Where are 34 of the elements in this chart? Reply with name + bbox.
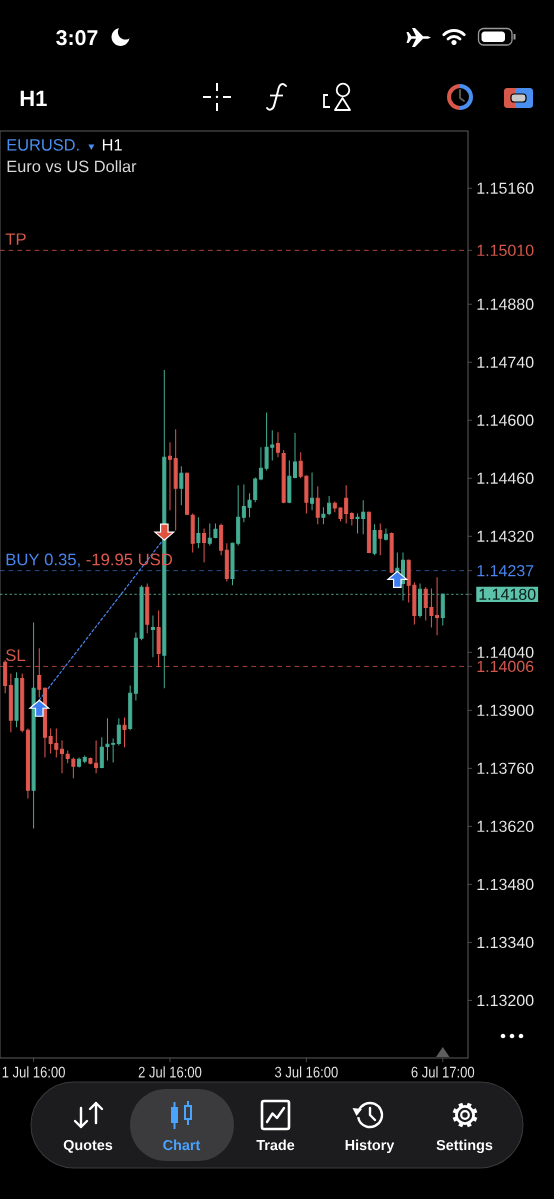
annotation: H1 — [102, 139, 122, 151]
text: Trade — [256, 1139, 295, 1151]
text: 3:07 — [56, 30, 98, 46]
ref-line-label: SL — [6, 649, 26, 662]
y-tick-label: 1.14006 — [477, 660, 534, 673]
text: Quotes — [63, 1139, 113, 1153]
ref-line-label: TP — [5, 233, 26, 245]
text: Settings — [436, 1139, 493, 1154]
y-tick-label: 1.13760 — [477, 762, 534, 774]
y-tick-label: 1.13900 — [477, 704, 534, 716]
text: H1 — [20, 90, 47, 106]
text: History — [345, 1139, 395, 1153]
y-tick-label: 1.14180 — [479, 588, 536, 600]
y-tick-label: 1.14040 — [477, 646, 534, 658]
x-tick-label: 1 Jul 16:00 — [2, 1066, 65, 1078]
x-tick-label: 6 Jul 17:00 — [411, 1066, 475, 1078]
x-tick-label: 2 Jul 16:00 — [138, 1066, 202, 1078]
ref-line-label: BUY 0.35, — [6, 553, 80, 568]
text: Chart — [163, 1139, 201, 1151]
y-tick-label: 1.15010 — [477, 244, 534, 256]
chart-title: EURUSD. — [7, 139, 79, 151]
x-tick-label: 3 Jul 16:00 — [275, 1066, 338, 1078]
y-tick-label: 1.14880 — [477, 298, 534, 310]
y-tick-label: 1.14600 — [477, 414, 534, 426]
y-tick-label: 1.13480 — [477, 878, 534, 891]
y-tick-label: 1.15160 — [477, 182, 534, 194]
text: Euro vs US Dollar — [7, 160, 137, 173]
y-tick-label: 1.13340 — [477, 936, 534, 949]
y-tick-label: 1.14237 — [477, 565, 534, 577]
y-tick-label: 1.14320 — [477, 530, 534, 542]
y-tick-label: 1.13200 — [477, 994, 534, 1007]
y-tick-label: 1.14460 — [477, 472, 534, 484]
y-tick-label: 1.14740 — [477, 356, 534, 368]
y-tick-label: 1.13620 — [477, 820, 534, 833]
